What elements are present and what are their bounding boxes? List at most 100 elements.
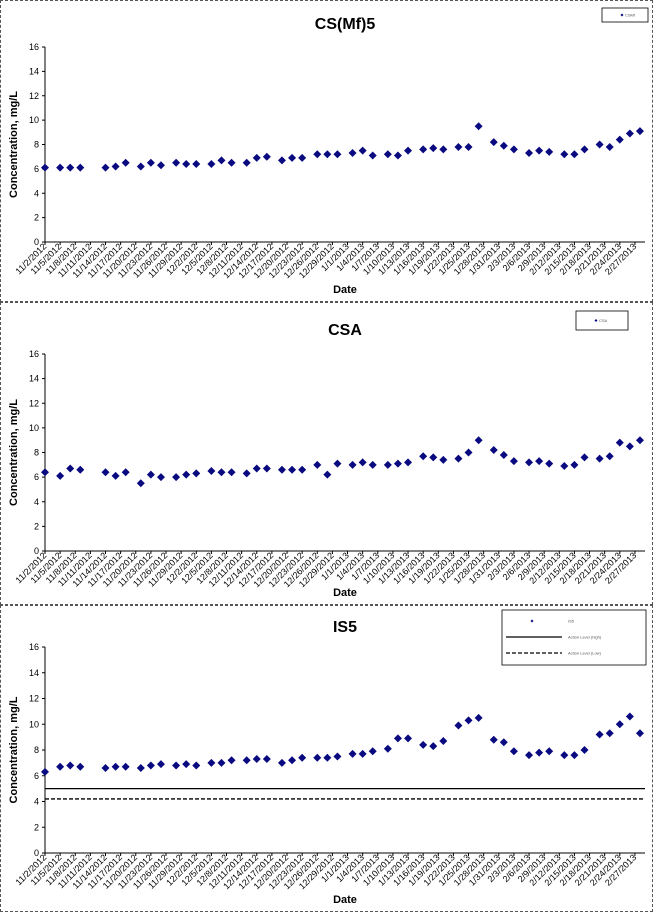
data-point	[429, 453, 438, 462]
data-point	[298, 153, 307, 162]
data-point	[464, 448, 473, 457]
y-tick-label: 16	[29, 642, 39, 652]
data-point	[207, 160, 216, 168]
data-point	[277, 156, 286, 165]
data-point	[429, 742, 438, 751]
data-point	[560, 751, 569, 760]
data-point	[252, 153, 261, 162]
data-point	[499, 738, 508, 747]
legend-label: CSA	[599, 318, 608, 323]
data-point	[439, 145, 448, 154]
data-point	[156, 760, 165, 769]
y-tick-label: 0	[34, 237, 39, 247]
data-point	[605, 452, 614, 461]
data-point	[560, 462, 569, 471]
data-point	[615, 438, 624, 447]
data-point	[172, 761, 181, 770]
data-point	[474, 713, 483, 722]
y-tick-label: 6	[34, 771, 39, 781]
data-point	[182, 160, 191, 168]
data-point	[41, 468, 49, 477]
data-point	[192, 761, 201, 770]
data-point	[227, 158, 236, 167]
data-point	[252, 464, 261, 473]
y-tick-label: 14	[29, 66, 39, 76]
data-point	[192, 469, 201, 478]
legend-label: Action Level (Low)	[568, 651, 602, 656]
data-point	[298, 465, 307, 474]
chart-title: CSA	[328, 322, 362, 339]
y-tick-label: 14	[29, 668, 39, 678]
data-point	[313, 753, 322, 762]
data-point	[41, 163, 49, 172]
data-point	[56, 163, 65, 172]
data-point	[580, 145, 589, 154]
data-point	[439, 736, 448, 745]
data-point	[101, 764, 110, 773]
data-point	[454, 454, 463, 463]
data-point	[580, 746, 589, 754]
data-point	[242, 469, 251, 478]
data-point	[172, 158, 181, 167]
y-tick-label: 14	[29, 374, 39, 384]
data-point	[545, 747, 554, 756]
data-point	[101, 163, 110, 172]
data-point	[358, 458, 367, 467]
y-tick-label: 16	[29, 349, 39, 359]
x-axis-label: Date	[333, 894, 357, 906]
data-point	[383, 460, 392, 469]
data-point	[525, 751, 534, 760]
data-point	[404, 146, 413, 155]
data-point	[111, 162, 120, 171]
data-point	[454, 142, 463, 151]
data-point	[56, 762, 65, 771]
data-point	[580, 453, 589, 462]
data-point	[404, 458, 413, 467]
data-point	[348, 749, 357, 758]
legend-marker	[620, 13, 624, 17]
data-point	[474, 122, 483, 131]
legend-label: CSMf	[625, 13, 636, 18]
y-tick-label: 6	[34, 164, 39, 174]
data-point	[560, 150, 569, 159]
data-point	[358, 146, 367, 155]
chart-title: IS5	[333, 619, 357, 636]
data-point	[625, 129, 634, 138]
data-point	[499, 141, 508, 150]
data-point	[570, 460, 579, 469]
data-point	[535, 146, 544, 155]
data-point	[535, 748, 544, 757]
legend-box	[601, 7, 649, 23]
legend-label: IS5	[568, 619, 575, 624]
data-point	[348, 460, 357, 469]
data-point	[277, 465, 286, 474]
data-point	[454, 721, 463, 730]
chart-is5: IS5024681012141611/2/201211/5/201211/8/2…	[8, 609, 647, 906]
data-point	[262, 755, 271, 764]
data-point	[383, 150, 392, 159]
data-point	[217, 468, 226, 477]
x-axis-label: Date	[333, 587, 357, 599]
data-point	[383, 744, 392, 753]
data-point	[76, 465, 85, 474]
data-point	[136, 162, 145, 171]
data-point	[595, 454, 604, 463]
data-point	[121, 762, 130, 771]
data-point	[227, 756, 236, 765]
data-point	[41, 767, 49, 776]
chart-panel-cs-mf5: CS(Mf)5 0 2 4 6 8 10 12 14 16 11/2/2012 11/5/2012 11…	[0, 0, 653, 302]
data-point	[489, 735, 498, 744]
data-point	[615, 720, 624, 729]
data-point	[489, 446, 498, 455]
data-point	[605, 142, 614, 151]
data-point	[156, 473, 165, 482]
data-point	[207, 466, 216, 475]
y-tick-label: 12	[29, 91, 39, 101]
data-point	[348, 149, 357, 158]
data-point	[66, 163, 75, 172]
data-point	[393, 734, 402, 743]
data-point	[66, 464, 75, 473]
y-tick-label: 0	[34, 848, 39, 858]
y-tick-label: 8	[34, 448, 39, 458]
y-axis-label: Concentration, mg/L	[8, 399, 20, 506]
